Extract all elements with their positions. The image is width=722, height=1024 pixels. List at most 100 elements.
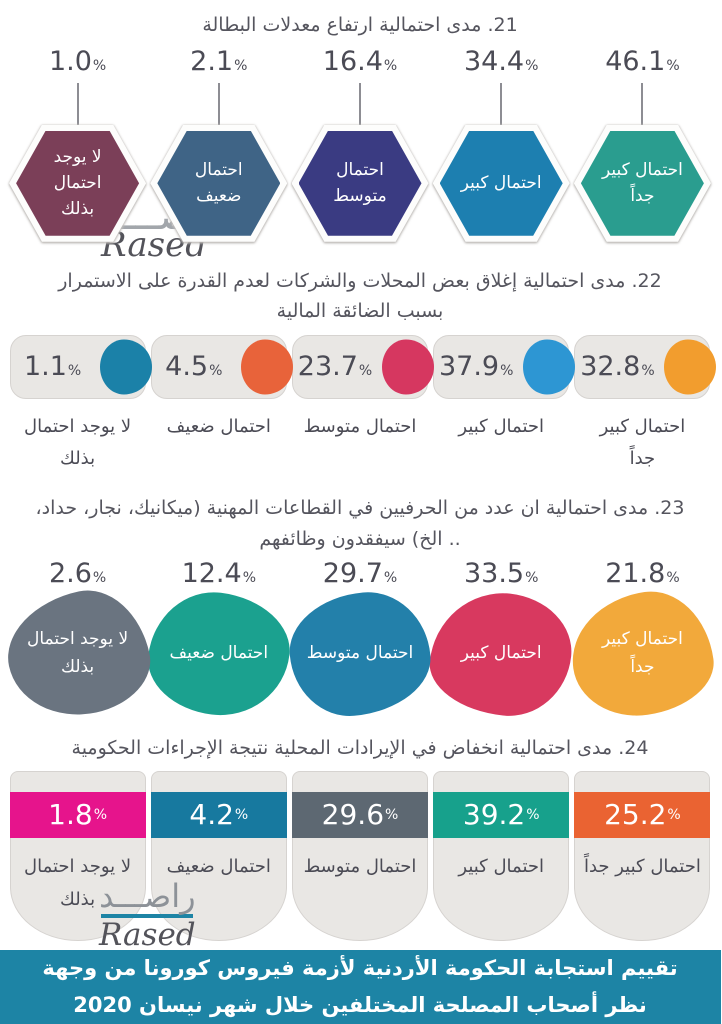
option-label: لا يوجد احتمال بذلك	[54, 146, 103, 220]
percent-sign: %	[235, 806, 250, 823]
q23-option-weak: 12.4% احتمال ضعيف	[142, 558, 297, 723]
percent-value: 2.6%	[49, 558, 108, 590]
percent-value: 37.9%	[439, 350, 515, 382]
q24-option-high: 39.2% احتمال كبير	[432, 770, 573, 941]
q22-option-medium: 23.7% احتمال متوسط	[290, 334, 435, 476]
q22-option-very-high: 32.8% احتمال كبير جداً	[573, 334, 718, 476]
percent-sign: %	[384, 570, 399, 587]
option-card: 39.2% احتمال كبير	[434, 770, 571, 941]
q24-option-very-high: 25.2% احتمال كبير جداً	[573, 770, 714, 941]
option-label: لا يوجد احتمال بذلك	[28, 629, 130, 677]
percent-sign: %	[93, 570, 108, 587]
footer-banner: تقييم استجابة الحكومة الأردنية لأزمة فير…	[0, 950, 722, 1024]
blob-badge: لا يوجد احتمال بذلك	[0, 579, 160, 728]
color-dot	[241, 339, 294, 395]
percent-value: 29.7%	[323, 558, 399, 590]
hexagon-fill: احتمال كبير	[440, 130, 564, 236]
percent-sign: %	[68, 362, 83, 379]
q22-option-none: 1.1% لا يوجد احتمال بذلك	[8, 334, 153, 476]
question-22-title: 22. مدى احتمالية إغلاق بعض المحلات والشر…	[59, 269, 663, 323]
percent-sign: %	[235, 58, 249, 75]
option-label: لا يوجد احتمال بذلك	[25, 415, 133, 469]
q22-option-weak: 4.5% احتمال ضعيف	[149, 334, 294, 476]
percent-sign: %	[384, 58, 399, 75]
hexagon-badge: احتمال كبير جداً	[574, 124, 712, 242]
question-23-section: 23. مدى احتمالية ان عدد من الحرفيين في ا…	[0, 493, 722, 728]
q23-option-none: 2.6% لا يوجد احتمال بذلك	[0, 558, 160, 728]
color-dot	[524, 339, 577, 395]
percent-band: 39.2%	[434, 791, 571, 838]
option-label: احتمال متوسط	[307, 642, 415, 663]
q23-option-very-high: 21.8% احتمال كبير جداً	[565, 558, 722, 724]
percent-value: 21.8%	[606, 558, 681, 590]
option-label: احتمال متوسط	[334, 159, 388, 207]
option-label: احتمال كبير	[461, 642, 543, 663]
question-21-options-row: 46.1% احتمال كبير جداً 34.4% احتمال كبير	[0, 46, 722, 242]
blob-badge: احتمال كبير	[426, 585, 579, 722]
percent-value: 46.1%	[606, 46, 681, 78]
option-card: 1.8% لا يوجد احتمال بذلك	[10, 770, 147, 941]
question-23-title: 23. مدى احتمالية ان عدد من الحرفيين في ا…	[36, 497, 686, 550]
option-label: احتمال متوسط	[304, 415, 418, 437]
percent-value: 23.7%	[298, 350, 374, 382]
hexagon-fill: لا يوجد احتمال بذلك	[17, 130, 141, 236]
q24-option-medium: 29.6% احتمال متوسط	[290, 770, 431, 941]
percent-sign: %	[210, 362, 224, 379]
option-card: 4.5%	[151, 334, 294, 399]
percent-value: 16.4%	[323, 46, 399, 78]
percent-value: 34.4%	[464, 46, 540, 78]
connector-line	[360, 82, 362, 125]
q21-option-high: 34.4% احتمال كبير	[432, 46, 573, 242]
hexagon-badge: احتمال ضعيف	[151, 124, 289, 242]
percent-sign: %	[667, 570, 681, 587]
percent-sign: %	[526, 58, 540, 75]
option-label: احتمال ضعيف	[195, 159, 244, 207]
percent-sign: %	[668, 806, 682, 823]
percent-sign: %	[526, 570, 540, 587]
option-label: احتمال كبير جداً	[600, 415, 687, 469]
percent-band: 1.8%	[10, 791, 147, 838]
question-24-section: 24. مدى احتمالية انخفاض في الإيرادات الم…	[0, 733, 722, 941]
question-24-title: 24. مدى احتمالية انخفاض في الإيرادات الم…	[72, 736, 650, 759]
percent-sign: %	[667, 58, 681, 75]
option-label: احتمال ضعيف	[170, 642, 270, 663]
question-22-section: 22. مدى احتمالية إغلاق بعض المحلات والشر…	[0, 266, 722, 476]
option-label: احتمال كبير	[459, 855, 546, 877]
option-card: 37.9%	[434, 334, 577, 399]
q24-option-none: 1.8% لا يوجد احتمال بذلك	[8, 770, 149, 941]
option-card: 32.8%	[575, 334, 718, 399]
option-label: احتمال كبير	[459, 415, 546, 437]
q21-option-weak: 2.1% احتمال ضعيف	[149, 46, 290, 242]
color-dot	[100, 339, 153, 395]
option-label: احتمال كبير جداً	[602, 629, 684, 677]
percent-value: 4.5%	[166, 350, 224, 382]
blob-badge: احتمال كبير جداً	[565, 583, 722, 724]
color-dot	[383, 339, 435, 395]
q21-option-very-high: 46.1% احتمال كبير جداً	[573, 46, 714, 242]
hexagon-badge: احتمال كبير	[433, 124, 571, 242]
option-card: 1.1%	[10, 334, 153, 399]
option-label: احتمال كبير	[461, 173, 543, 194]
percent-value: 1.0%	[49, 46, 108, 78]
option-label: احتمال كبير جداً	[584, 855, 702, 877]
percent-value: 12.4%	[182, 558, 258, 590]
footer-text: تقييم استجابة الحكومة الأردنية لأزمة فير…	[43, 956, 679, 1017]
percent-sign: %	[386, 806, 400, 823]
percent-sign: %	[527, 806, 541, 823]
question-21-section: 21. مدى احتمالية ارتفاع معدلات البطالة 4…	[0, 0, 722, 242]
percent-value: 32.8%	[581, 350, 656, 382]
option-card: 4.2% احتمال ضعيف	[151, 770, 288, 941]
q23-option-medium: 29.7% احتمال متوسط	[285, 558, 437, 721]
option-label: احتمال ضعيف	[167, 855, 272, 877]
percent-band: 29.6%	[293, 791, 429, 838]
percent-sign: %	[243, 570, 258, 587]
hexagon-badge: احتمال متوسط	[292, 124, 430, 242]
option-card: 25.2% احتمال كبير جداً	[575, 770, 712, 941]
percent-sign: %	[359, 362, 374, 379]
q24-option-weak: 4.2% احتمال ضعيف	[149, 770, 290, 941]
connector-line	[642, 82, 645, 125]
question-24-options-row: 25.2% احتمال كبير جداً 39.2% احتمال كبير…	[0, 770, 722, 941]
percent-value: 2.1%	[191, 46, 249, 78]
q21-option-medium: 16.4% احتمال متوسط	[290, 46, 431, 242]
